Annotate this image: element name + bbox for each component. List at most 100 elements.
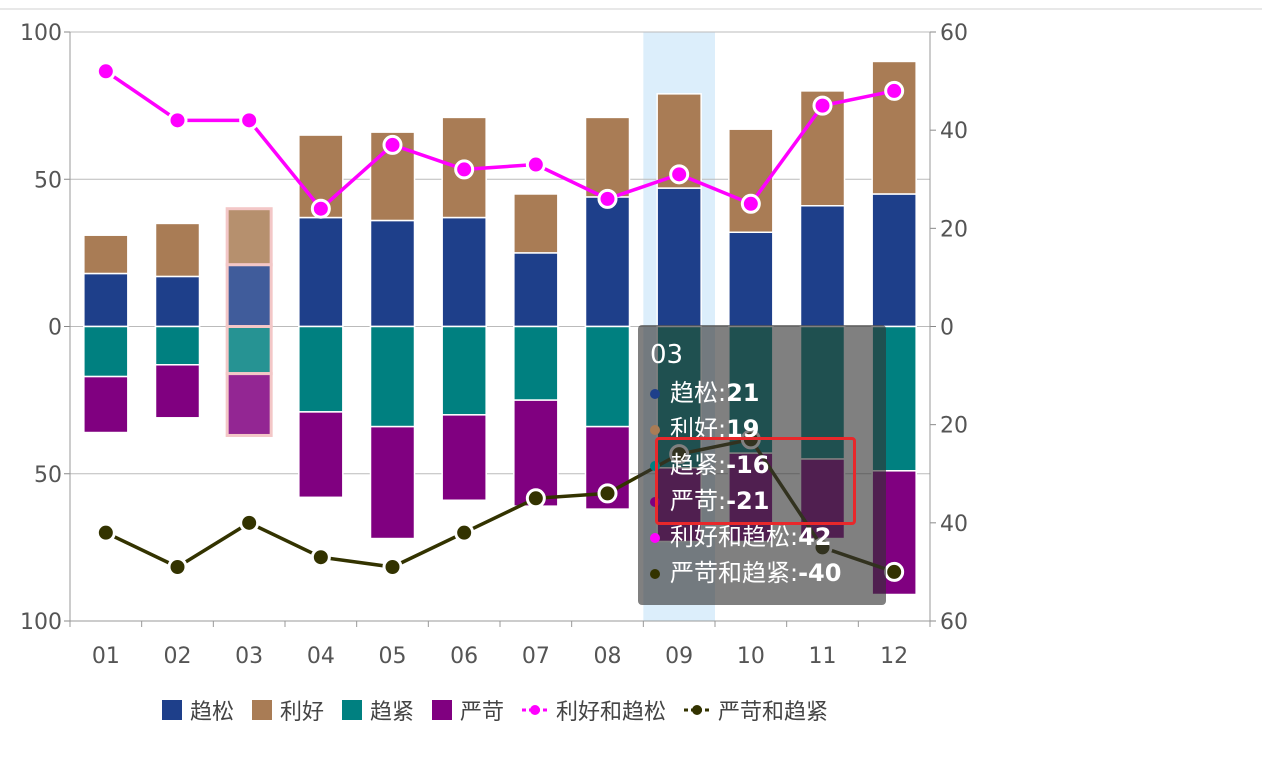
- bar-趋松: [799, 205, 846, 328]
- point-严苛和趋紧: [310, 547, 331, 568]
- bar-趋松: [441, 216, 487, 328]
- x-axis-tick-label: 06: [450, 644, 478, 669]
- bar-严苛: [83, 375, 129, 434]
- point-利好和趋松: [95, 61, 116, 82]
- x-axis-tick-label: 07: [522, 644, 550, 669]
- point-利好和趋松: [310, 198, 331, 219]
- point-利好和趋松: [239, 110, 260, 131]
- series-dot-icon: [650, 389, 660, 399]
- bar-趋松: [728, 231, 774, 328]
- bar-趋松: [871, 193, 917, 328]
- chart-tooltip: 03 趋松:21 利好:19 趋紧:-16 严苛:-21 利好和趋松:42 严苛和趋紧:-…: [638, 325, 886, 605]
- tooltip-row-value: -21: [726, 487, 770, 515]
- series-dot-icon: [650, 569, 660, 579]
- bar-严苛: [441, 414, 487, 502]
- bar-趋松: [369, 219, 416, 328]
- point-利好和趋松: [740, 193, 761, 214]
- tooltip-highlight-box: [655, 437, 856, 525]
- x-axis-tick-label: 05: [379, 644, 407, 669]
- bar-严苛: [369, 425, 416, 540]
- tooltip-row-label: 趋紧:: [670, 451, 727, 479]
- bar-趋紧: [83, 325, 129, 378]
- point-利好和趋松: [454, 159, 475, 180]
- square-swatch-icon: [341, 700, 362, 720]
- point-严苛和趋紧: [167, 557, 188, 578]
- legend-item[interactable]: 趋松: [161, 694, 234, 726]
- bar-利好: [369, 131, 416, 222]
- bar-趋松: [584, 196, 631, 328]
- point-严苛和趋紧: [525, 488, 546, 509]
- legend-item[interactable]: 利好: [251, 694, 324, 726]
- point-严苛和趋紧: [382, 557, 403, 578]
- tooltip-row: 趋松:21: [650, 375, 874, 411]
- x-axis-tick-label: 10: [737, 644, 765, 669]
- bar-趋松: [298, 216, 344, 328]
- bar-趋紧: [225, 325, 273, 376]
- point-利好和趋松: [884, 80, 905, 101]
- point-严苛和趋紧: [239, 512, 260, 533]
- left-axis-tick-label: 0: [48, 316, 62, 341]
- bar-利好: [154, 222, 201, 278]
- bar-趋松: [225, 263, 273, 328]
- point-利好和趋松: [525, 154, 546, 175]
- bar-严苛: [154, 364, 201, 419]
- bar-趋紧: [154, 325, 201, 366]
- x-axis-tick-label: 11: [809, 644, 837, 669]
- bar-趋紧: [513, 325, 559, 401]
- tooltip-row: 利好和趋松:42: [650, 519, 874, 555]
- bar-趋松: [656, 187, 702, 328]
- legend-item[interactable]: 趋紧: [341, 694, 414, 726]
- legend-item[interactable]: 利好和趋松: [522, 694, 666, 726]
- bar-趋松: [154, 275, 201, 328]
- point-严苛和趋紧: [884, 561, 905, 582]
- legend-label: 严苛: [460, 700, 505, 725]
- right-axis-tick-label: 40: [940, 119, 968, 144]
- tooltip-row-value: 42: [798, 523, 832, 551]
- chart-legend: 趋松 利好 趋紧 严苛 利好和趋松 严苛和趋紧: [0, 693, 990, 727]
- x-axis-tick-label: 03: [235, 644, 263, 669]
- tooltip-row-value: 21: [726, 379, 760, 407]
- legend-label: 利好和趋松: [556, 700, 667, 725]
- tooltip-row-label: 严苛和趋紧:: [670, 559, 799, 587]
- series-dot-icon: [650, 425, 660, 435]
- bar-趋紧: [441, 325, 487, 416]
- right-axis-tick-label: 60: [940, 21, 968, 46]
- point-严苛和趋紧: [95, 522, 116, 543]
- square-swatch-icon: [161, 700, 182, 720]
- right-axis-tick-label: 0: [940, 316, 954, 341]
- line-dot-swatch-icon: [522, 705, 549, 715]
- legend-item[interactable]: 严苛: [432, 694, 504, 726]
- right-axis-tick-label: 20: [940, 414, 968, 439]
- left-axis-tick-label: 50: [34, 168, 62, 193]
- bar-趋紧: [584, 325, 631, 428]
- legend-item[interactable]: 严苛和趋紧: [684, 694, 828, 726]
- point-利好和趋松: [167, 110, 188, 131]
- left-axis-tick-label: 100: [20, 610, 62, 635]
- right-axis-tick-label: 20: [940, 217, 968, 242]
- x-axis-tick-label: 02: [164, 644, 192, 669]
- tooltip-rows: 趋松:21 利好:19 趋紧:-16 严苛:-21 利好和趋松:42 严苛和趋紧:-40: [650, 375, 874, 591]
- bar-利好: [513, 193, 559, 254]
- tooltip-row: 严苛和趋紧:-40: [650, 555, 874, 591]
- left-axis-tick-label: 50: [34, 463, 62, 488]
- legend-label: 趋紧: [369, 700, 414, 725]
- x-axis-tick-label: 12: [880, 644, 908, 669]
- bar-趋松: [83, 272, 129, 328]
- bar-严苛: [225, 372, 273, 437]
- tooltip-row-label: 严苛:: [670, 487, 727, 515]
- line-dot-swatch-icon: [684, 705, 711, 715]
- tooltip-row: 趋紧:-16: [650, 447, 874, 483]
- point-严苛和趋紧: [597, 483, 618, 504]
- point-严苛和趋紧: [454, 522, 475, 543]
- right-axis-tick-label: 60: [940, 610, 968, 635]
- tooltip-row-value: -40: [798, 559, 842, 587]
- tooltip-row-label: 利好和趋松:: [670, 523, 799, 551]
- right-axis-tick-label: 40: [940, 512, 968, 537]
- legend-label: 严苛和趋紧: [718, 700, 829, 725]
- point-利好和趋松: [812, 95, 833, 116]
- bar-趋紧: [298, 325, 344, 413]
- legend-label: 趋松: [189, 700, 234, 725]
- square-swatch-icon: [251, 700, 272, 720]
- bar-利好: [225, 207, 273, 267]
